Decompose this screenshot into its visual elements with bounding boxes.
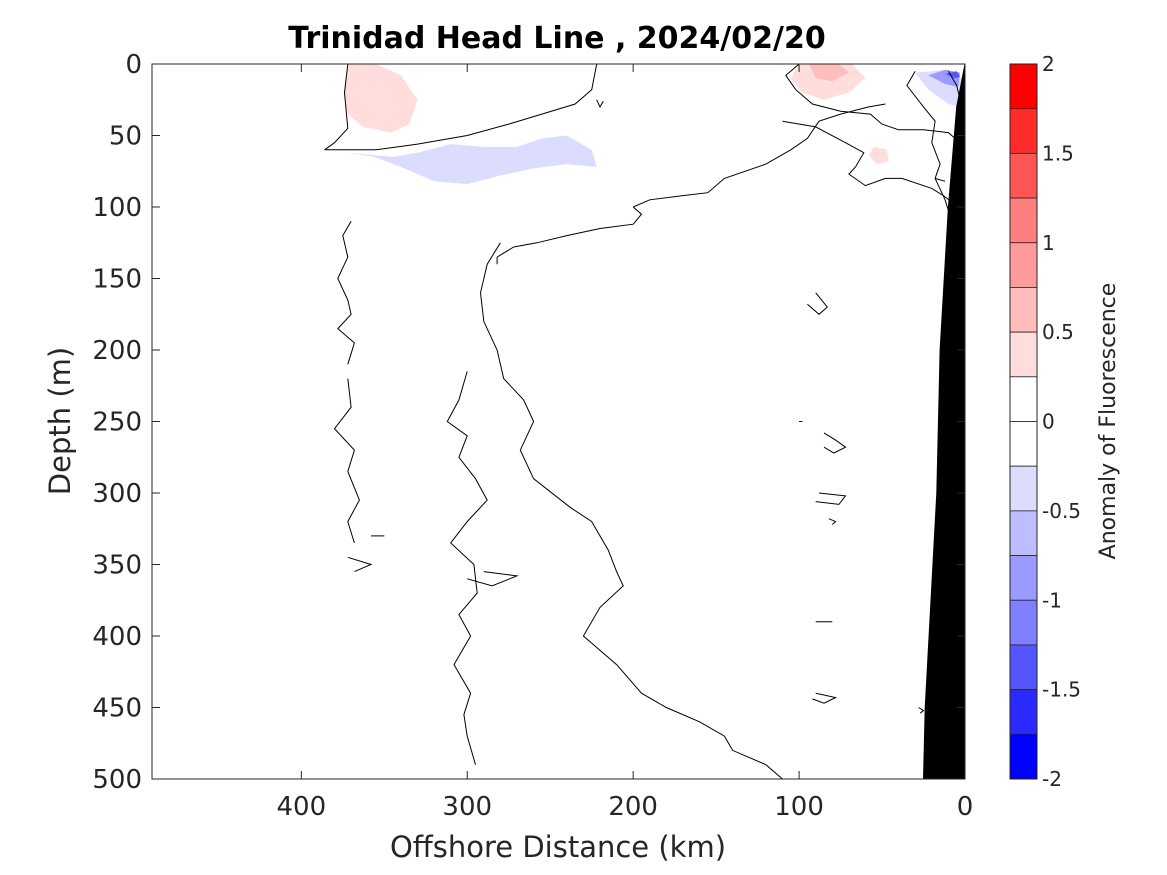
colorbar-tick-label: -1 — [1042, 588, 1062, 612]
contour-line — [324, 64, 349, 151]
colorbar-segment — [1009, 152, 1038, 199]
seafloor-bathymetry — [922, 64, 965, 779]
contour-line — [496, 206, 643, 265]
y-tick-label: 50 — [109, 122, 142, 152]
x-tick-label: 300 — [442, 792, 492, 822]
contour-line — [782, 120, 959, 208]
colorbar-segment — [1009, 197, 1038, 244]
x-tick-label: 0 — [957, 792, 974, 822]
y-tick-label: 350 — [92, 551, 142, 581]
colorbar-segment — [1009, 421, 1038, 467]
contour-line — [337, 221, 355, 365]
anomaly-patch — [868, 146, 889, 165]
contour-line — [785, 64, 899, 131]
colorbar-tick-label: -1.5 — [1042, 678, 1081, 702]
colorbar-tick-label: 1 — [1042, 231, 1055, 255]
contour-line — [347, 556, 373, 573]
contour-line — [823, 432, 847, 454]
colorbar-segment — [1009, 63, 1038, 110]
colorbar-segment — [1009, 287, 1038, 333]
plot-area-background — [152, 64, 965, 779]
x-axis-label: Offshore Distance (km) — [390, 830, 726, 864]
y-tick-label: 0 — [125, 50, 142, 80]
contour-line — [812, 692, 838, 704]
colorbar-segment — [1009, 465, 1038, 512]
x-axis-ticks: 400 300 200 100 0 — [277, 64, 974, 822]
anomaly-patches — [344, 64, 962, 185]
contour-line — [828, 518, 837, 525]
seafloor-mask — [922, 64, 965, 779]
contour-line — [446, 371, 488, 765]
y-tick-label: 450 — [92, 694, 142, 724]
contour-line — [633, 103, 886, 208]
colorbar-segment — [1009, 555, 1038, 601]
anomaly-patch — [809, 64, 849, 82]
colorbar-tick-label: 0 — [1042, 410, 1055, 434]
chart-title: Trinidad Head Line , 2024/02/20 — [288, 21, 825, 56]
colorbar-label: Anomaly of Fluorescence — [1096, 283, 1121, 560]
colorbar-tick-label: -0.5 — [1042, 499, 1081, 523]
colorbar-segment — [1009, 733, 1038, 780]
contour-line — [807, 292, 828, 315]
colorbar-tick-label: 2 — [1042, 52, 1055, 76]
colorbar-segment — [1009, 644, 1038, 691]
contour-line — [815, 492, 847, 505]
colorbar-tick-label: 0.5 — [1042, 320, 1074, 344]
anomaly-patch — [344, 64, 418, 133]
y-tick-label: 250 — [92, 408, 142, 438]
y-tick-label: 500 — [92, 765, 142, 795]
colorbar-segment — [1009, 599, 1038, 646]
y-axis-ticks: 0 50 100 150 200 250 300 350 400 450 500 — [92, 50, 965, 795]
y-tick-label: 100 — [92, 193, 142, 223]
colorbar-segment — [1009, 331, 1038, 378]
colorbar-tick-label: -2 — [1042, 767, 1062, 791]
y-tick-label: 200 — [92, 336, 142, 366]
contour-line — [479, 242, 783, 779]
colorbar-segment — [1009, 510, 1038, 556]
y-tick-label: 300 — [92, 479, 142, 509]
anomaly-patch — [347, 135, 597, 185]
contour-line — [324, 64, 598, 151]
contour-line — [333, 378, 360, 544]
contour-line — [467, 571, 519, 587]
zero-contours — [324, 64, 963, 779]
colorbar: 2 1.5 1 0.5 0 -0.5 -1 -1.5 -2 — [1009, 52, 1081, 791]
x-tick-label: 100 — [774, 792, 824, 822]
colorbar-segment — [1009, 108, 1038, 154]
x-tick-label: 200 — [608, 792, 658, 822]
colorbar-tick-label: 1.5 — [1042, 141, 1074, 165]
colorbar-segment — [1009, 242, 1038, 288]
y-tick-label: 400 — [92, 622, 142, 652]
y-axis-label: Depth (m) — [43, 347, 77, 495]
contour-line — [596, 99, 604, 108]
y-tick-label: 150 — [92, 265, 142, 295]
contour-line — [918, 707, 925, 714]
colorbar-segment — [1009, 689, 1038, 735]
anomaly-patch — [945, 71, 960, 79]
colorbar-frame — [1009, 63, 1038, 780]
contour-line — [934, 177, 946, 182]
x-tick-label: 400 — [277, 792, 327, 822]
colorbar-segment — [1009, 376, 1038, 422]
